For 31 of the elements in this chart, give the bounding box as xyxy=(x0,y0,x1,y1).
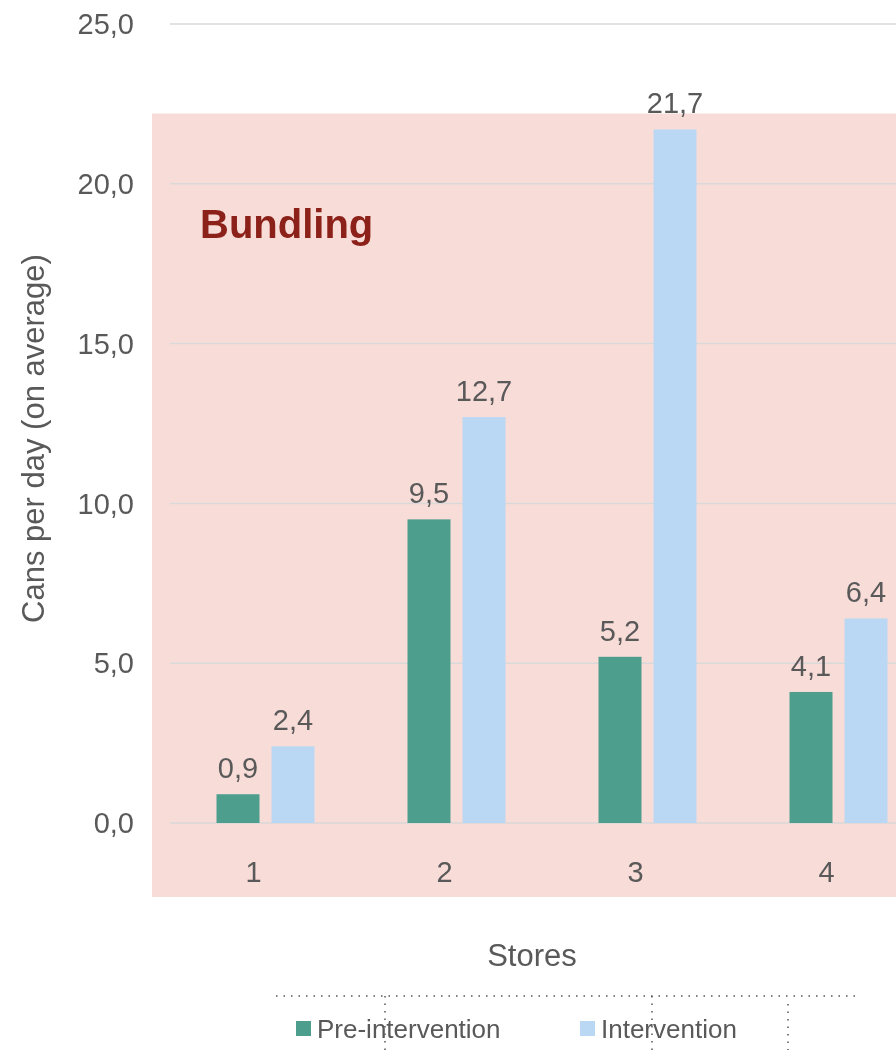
bar xyxy=(789,691,833,823)
bar xyxy=(598,656,642,823)
y-axis-title: Cans per day (on average) xyxy=(16,254,51,623)
data-label: 2,4 xyxy=(272,704,314,737)
legend-label: Pre-intervention xyxy=(317,1014,501,1044)
data-label: 5,2 xyxy=(599,614,641,647)
bar xyxy=(271,746,315,823)
bar xyxy=(653,129,697,823)
data-label: 4,1 xyxy=(790,649,832,682)
y-tick-label: 25,0 xyxy=(77,8,134,41)
data-label: 9,5 xyxy=(408,477,450,510)
y-tick-label: 10,0 xyxy=(77,487,134,520)
x-tick-label: 3 xyxy=(627,856,644,888)
data-label: 12,7 xyxy=(455,375,513,408)
data-label: 21,7 xyxy=(646,87,704,120)
y-tick-label: 20,0 xyxy=(77,167,134,200)
bar xyxy=(216,794,260,823)
y-tick-label: 0,0 xyxy=(93,807,134,840)
bar xyxy=(462,417,506,823)
x-axis-title: Stores xyxy=(487,938,577,973)
legend-label: Intervention xyxy=(601,1014,737,1044)
x-tick-label: 2 xyxy=(436,856,453,888)
y-tick-label: 15,0 xyxy=(77,327,134,360)
data-label: 0,9 xyxy=(217,752,259,785)
data-label: 6,4 xyxy=(845,576,887,609)
band-label: Bundling xyxy=(200,202,374,246)
y-tick-label: 5,0 xyxy=(93,647,134,680)
bar xyxy=(407,519,451,823)
bar xyxy=(844,618,888,823)
x-tick-label: 1 xyxy=(245,856,262,888)
x-tick-label: 4 xyxy=(818,856,835,888)
